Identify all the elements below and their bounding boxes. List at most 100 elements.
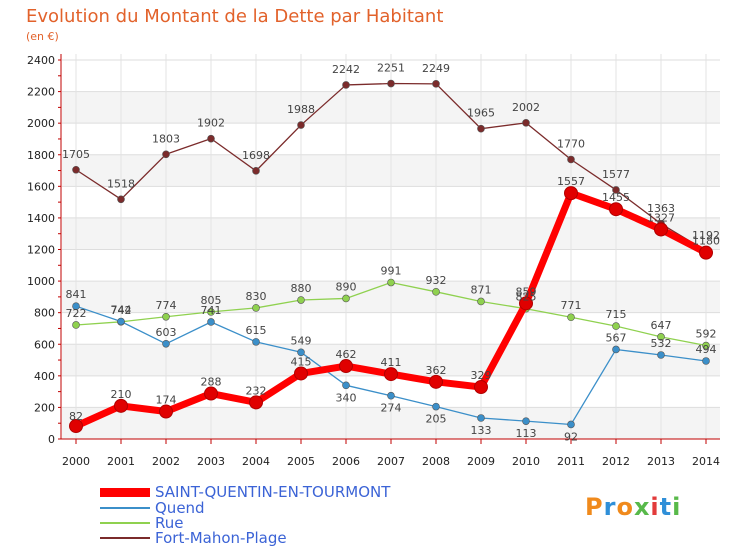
data-point-rue bbox=[387, 278, 395, 287]
data-point-saint-quentin-en-tourmont bbox=[114, 398, 128, 413]
data-label-fort-mahon-plage: 1192 bbox=[692, 229, 720, 242]
data-label-saint-quentin-en-tourmont: 1557 bbox=[557, 175, 585, 188]
x-tick-label: 2007 bbox=[377, 455, 405, 468]
data-label-rue: 771 bbox=[561, 299, 582, 312]
data-label-fort-mahon-plage: 1770 bbox=[557, 137, 585, 150]
y-tick-label: 200 bbox=[34, 401, 55, 414]
data-label-quend: 532 bbox=[651, 337, 672, 350]
data-label-fort-mahon-plage: 1577 bbox=[602, 168, 630, 181]
data-label-fort-mahon-plage: 1803 bbox=[152, 132, 180, 145]
data-point-rue bbox=[207, 308, 215, 316]
x-tick-label: 2006 bbox=[332, 455, 360, 468]
data-label-saint-quentin-en-tourmont: 288 bbox=[201, 376, 222, 389]
data-point-saint-quentin-en-tourmont bbox=[609, 202, 623, 217]
data-label-quend: 741 bbox=[201, 304, 222, 317]
grid bbox=[62, 54, 720, 441]
x-tick-label: 2010 bbox=[512, 455, 540, 468]
data-label-quend: 133 bbox=[471, 424, 492, 437]
x-tick-label: 2004 bbox=[242, 455, 270, 468]
data-label-quend: 744 bbox=[111, 304, 132, 317]
legend-label-quend: Quend bbox=[155, 499, 205, 517]
data-point-rue bbox=[657, 333, 665, 341]
data-label-rue: 991 bbox=[381, 265, 402, 278]
chart-title: Evolution du Montant de la Dette par Hab… bbox=[26, 6, 443, 27]
data-point-saint-quentin-en-tourmont bbox=[429, 374, 443, 389]
data-label-rue: 774 bbox=[156, 299, 177, 312]
data-label-fort-mahon-plage: 2251 bbox=[377, 62, 405, 75]
data-label-quend: 567 bbox=[606, 331, 627, 344]
data-label-rue: 647 bbox=[651, 319, 672, 332]
y-tick-label: 1400 bbox=[27, 212, 55, 225]
data-label-rue: 871 bbox=[471, 283, 492, 296]
x-tick-label: 2012 bbox=[602, 455, 630, 468]
data-point-quend bbox=[567, 420, 575, 429]
data-label-quend: 113 bbox=[516, 427, 537, 440]
data-point-saint-quentin-en-tourmont bbox=[699, 245, 713, 260]
data-label-saint-quentin-en-tourmont: 82 bbox=[69, 410, 83, 423]
data-label-rue: 722 bbox=[66, 307, 87, 320]
data-label-fort-mahon-plage: 1902 bbox=[197, 117, 225, 130]
data-label-saint-quentin-en-tourmont: 362 bbox=[426, 364, 447, 377]
data-label-saint-quentin-en-tourmont: 1327 bbox=[647, 211, 675, 224]
data-label-rue: 932 bbox=[426, 274, 447, 287]
data-label-fort-mahon-plage: 1518 bbox=[107, 177, 135, 190]
data-point-rue bbox=[477, 297, 485, 306]
data-label-saint-quentin-en-tourmont: 210 bbox=[111, 388, 132, 401]
data-point-saint-quentin-en-tourmont bbox=[384, 367, 398, 382]
data-label-quend: 603 bbox=[156, 326, 177, 339]
y-tick-label: 1000 bbox=[27, 275, 55, 288]
data-label-saint-quentin-en-tourmont: 462 bbox=[336, 348, 357, 361]
y-tick-label: 2000 bbox=[27, 117, 55, 130]
data-point-fort-mahon-plage bbox=[72, 165, 80, 174]
data-point-quend bbox=[297, 348, 305, 357]
data-point-saint-quentin-en-tourmont bbox=[204, 386, 218, 401]
y-tick-label: 400 bbox=[34, 370, 55, 383]
data-label-quend: 274 bbox=[381, 402, 402, 415]
data-label-quend: 841 bbox=[66, 288, 87, 301]
data-label-saint-quentin-en-tourmont: 232 bbox=[246, 384, 267, 397]
x-tick-label: 2009 bbox=[467, 455, 495, 468]
x-tick-label: 2001 bbox=[107, 455, 135, 468]
y-tick-label: 2200 bbox=[27, 86, 55, 99]
axes: 0 200 400 600 800 1000 1200 1400 1600 1800 2000 220… bbox=[27, 54, 720, 468]
data-point-rue bbox=[567, 313, 575, 322]
data-point-saint-quentin-en-tourmont bbox=[249, 395, 263, 410]
data-point-saint-quentin-en-tourmont bbox=[564, 186, 578, 201]
data-point-saint-quentin-en-tourmont bbox=[519, 296, 533, 311]
y-tick-label: 1800 bbox=[27, 149, 55, 162]
data-label-rue: 742 bbox=[111, 304, 132, 317]
x-tick-label: 2013 bbox=[647, 455, 675, 468]
data-point-fort-mahon-plage bbox=[567, 155, 575, 164]
data-label-fort-mahon-plage: 2249 bbox=[422, 62, 450, 75]
data-point-fort-mahon-plage bbox=[432, 80, 440, 88]
data-label-quend: 494 bbox=[696, 343, 717, 356]
x-tick-label: 2011 bbox=[557, 455, 585, 468]
data-label-saint-quentin-en-tourmont: 411 bbox=[381, 356, 402, 369]
data-point-rue bbox=[252, 304, 260, 312]
data-point-fort-mahon-plage bbox=[207, 134, 215, 143]
data-point-quend bbox=[522, 417, 530, 425]
data-label-rue: 890 bbox=[336, 280, 357, 293]
data-label-quend: 549 bbox=[291, 334, 312, 347]
data-point-saint-quentin-en-tourmont bbox=[474, 380, 488, 395]
data-label-saint-quentin-en-tourmont: 1455 bbox=[602, 191, 630, 204]
data-label-fort-mahon-plage: 2242 bbox=[332, 63, 360, 76]
data-label-rue: 830 bbox=[246, 290, 267, 303]
data-point-quend bbox=[162, 339, 170, 348]
series-layer bbox=[69, 79, 713, 434]
data-point-quend bbox=[387, 391, 395, 400]
legend-swatch bbox=[100, 488, 150, 497]
legend-label-fort-mahon-plage: Fort-Mahon-Plage bbox=[155, 529, 287, 547]
y-tick-label: 2400 bbox=[27, 54, 55, 67]
data-point-quend bbox=[207, 318, 215, 326]
legend: SAINT-QUENTIN-EN-TOURMONTQuendRueFort-Ma… bbox=[100, 483, 391, 547]
data-point-fort-mahon-plage bbox=[477, 124, 485, 133]
data-label-fort-mahon-plage: 1988 bbox=[287, 103, 315, 116]
data-point-rue bbox=[162, 312, 170, 321]
data-point-quend bbox=[432, 402, 440, 411]
data-label-rue: 880 bbox=[291, 282, 312, 295]
data-label-saint-quentin-en-tourmont: 415 bbox=[291, 355, 312, 368]
y-tick-label: 800 bbox=[34, 307, 55, 320]
data-point-fort-mahon-plage bbox=[522, 119, 530, 127]
data-label-fort-mahon-plage: 1705 bbox=[62, 148, 90, 161]
